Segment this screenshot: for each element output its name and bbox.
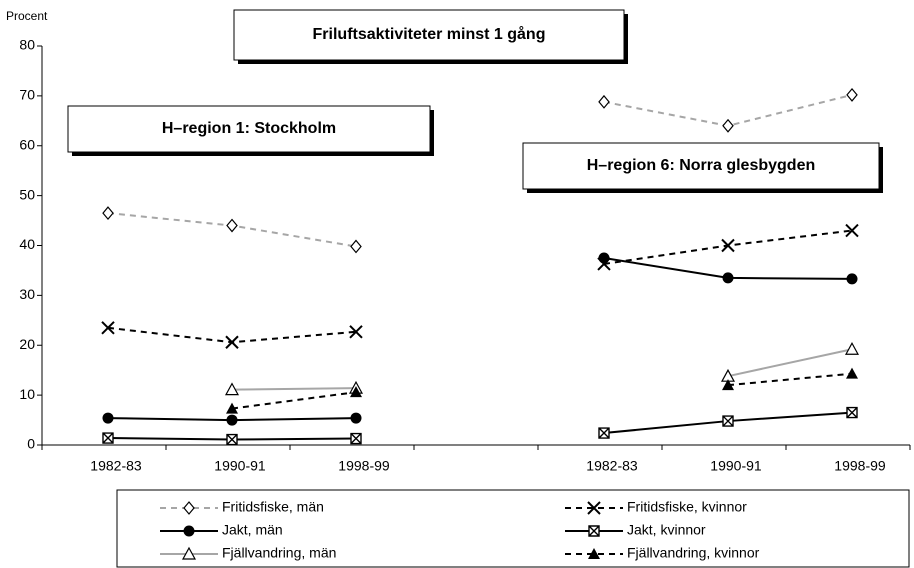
- y-tick-label: 0: [27, 436, 35, 452]
- y-axis-label: Procent: [6, 9, 48, 23]
- marker: [598, 94, 610, 109]
- marker: [845, 223, 859, 238]
- marker: [102, 206, 114, 221]
- y-tick-label: 40: [19, 236, 35, 252]
- series-line: [107, 229, 853, 344]
- legend-label: Fjällvandring, kvinnor: [627, 545, 760, 561]
- annotation: H–region 1: Stockholm: [162, 120, 336, 137]
- marker: [588, 525, 600, 537]
- marker: [588, 548, 600, 559]
- marker: [722, 118, 734, 133]
- marker: [350, 239, 362, 254]
- legend-label: Fritidsfiske, kvinnor: [627, 499, 747, 515]
- marker: [225, 335, 239, 349]
- series-line: [107, 411, 853, 441]
- x-tick-label: 1982-83: [586, 458, 638, 474]
- marker: [350, 386, 362, 398]
- y-tick-label: 70: [19, 87, 35, 103]
- x-tick-label: 1982-83: [90, 458, 142, 474]
- x-tick-label: 1998-99: [834, 458, 886, 474]
- marker: [102, 432, 114, 444]
- legend-label: Fritidsfiske, män: [222, 499, 324, 515]
- marker: [102, 412, 114, 424]
- series-line: [231, 348, 853, 391]
- y-tick-label: 10: [19, 386, 35, 402]
- marker: [226, 218, 238, 233]
- marker: [846, 87, 858, 102]
- series-line: [107, 256, 853, 422]
- x-tick-label: 1990-91: [214, 458, 266, 474]
- y-tick-label: 50: [19, 186, 35, 202]
- x-tick-label: 1990-91: [710, 458, 762, 474]
- marker: [722, 272, 734, 284]
- y-tick-label: 30: [19, 286, 35, 302]
- y-tick-label: 80: [19, 37, 35, 53]
- marker: [587, 501, 601, 515]
- marker: [598, 427, 610, 439]
- marker: [226, 402, 238, 414]
- marker: [722, 415, 734, 427]
- x-tick-label: 1998-99: [338, 458, 390, 474]
- y-tick-label: 60: [19, 136, 35, 152]
- legend: [116, 489, 910, 568]
- marker: [224, 382, 240, 396]
- marker: [349, 325, 363, 339]
- series-line: [231, 372, 853, 410]
- y-tick-label: 20: [19, 336, 35, 352]
- marker: [101, 321, 115, 335]
- legend-label: Jakt, kvinnor: [627, 522, 706, 538]
- annotation: Friluftsaktiviteter minst 1 gång: [313, 25, 546, 43]
- annotation: H–region 6: Norra glesbygden: [587, 157, 816, 174]
- marker: [350, 432, 362, 445]
- marker: [844, 341, 860, 355]
- marker: [846, 273, 858, 285]
- marker: [722, 379, 734, 391]
- box: [67, 105, 431, 153]
- marker: [183, 501, 195, 515]
- legend-label: Fjällvandring, män: [222, 545, 336, 561]
- marker: [226, 433, 238, 446]
- marker: [181, 546, 197, 560]
- marker: [183, 525, 195, 537]
- marker: [226, 414, 238, 426]
- legend-label: Jakt, män: [222, 522, 283, 538]
- marker: [350, 412, 362, 424]
- marker: [598, 252, 610, 264]
- box: [233, 9, 625, 61]
- marker: [846, 367, 858, 379]
- box: [522, 142, 880, 190]
- marker: [846, 406, 858, 419]
- marker: [721, 238, 735, 253]
